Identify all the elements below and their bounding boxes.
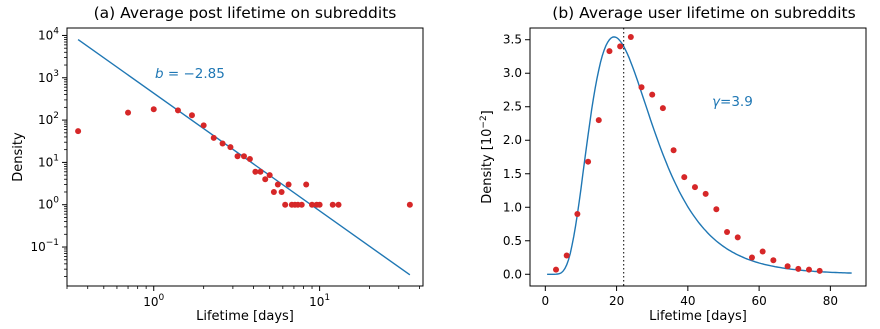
panel-b-point — [816, 267, 823, 274]
panel-b-point — [795, 265, 802, 272]
panel-a-point — [246, 156, 253, 163]
panel-b-point — [734, 234, 741, 241]
panel-b-xtick-label: 80 — [823, 294, 838, 308]
panel-b-point — [638, 84, 645, 91]
panel-b-point — [805, 266, 812, 273]
panel-a-point — [257, 168, 264, 175]
panel-a-point — [174, 107, 181, 114]
panel-b-ytick-label: 2.0 — [503, 133, 522, 147]
panel-a-point — [227, 144, 234, 151]
panel-b-ytick-label: 0.5 — [503, 234, 522, 248]
panel-a-ytick-label: 102 — [38, 111, 59, 127]
panel-a-point — [210, 134, 217, 141]
panel-a-point — [219, 140, 226, 147]
panel-a: (a) Average post lifetime on subreddits … — [11, 4, 424, 324]
panel-b-point — [713, 206, 720, 213]
panel-a-point — [252, 168, 259, 175]
panel-b-ytick-label: 1.0 — [503, 200, 522, 214]
panel-a-annotation-value: −2.85 — [183, 66, 224, 82]
panel-a-annotation: b = −2.85 — [155, 66, 225, 82]
panel-a-point — [240, 153, 247, 160]
panel-a-point — [125, 109, 132, 116]
panel-a-xlabel: Lifetime [days] — [196, 309, 294, 324]
panel-b-xtick-label: 0 — [542, 294, 550, 308]
panel-b-annotation: γ=3.9 — [712, 94, 753, 110]
panel-a-ytick-label: 101 — [38, 153, 59, 169]
panel-a-point — [262, 176, 269, 183]
panel-a-frame — [66, 27, 424, 287]
panel-b-point — [759, 248, 766, 255]
panel-b-ytick-label: 0.0 — [503, 267, 522, 281]
panel-b-ylabel-text: Density [10 — [480, 129, 495, 204]
panel-a-ytick-label: 100 — [38, 196, 59, 212]
panel-b-ticks: 0 20 40 60 80 0.0 0.5 1.0 1.5 2.0 2.5 3.0 3.5 — [503, 33, 838, 308]
panel-b-xtick-label: 60 — [751, 294, 766, 308]
panel-a-point — [335, 201, 342, 208]
panel-b-ytick-label: 1.5 — [503, 167, 522, 181]
panel-b-plot-area — [547, 28, 852, 286]
panel-a-ytick-label: 103 — [38, 69, 59, 85]
panel-b-title: (b) Average user lifetime on subreddits — [552, 4, 855, 22]
panel-a-point — [75, 128, 82, 135]
panel-a-point — [316, 201, 323, 208]
panel-b-point — [691, 184, 698, 191]
panel-a-point — [278, 188, 285, 195]
panel-b: (b) Average user lifetime on subreddits … — [479, 4, 867, 324]
panel-a-point — [285, 181, 292, 188]
panel-b-point — [770, 257, 777, 264]
panel-b-point — [595, 117, 602, 124]
panel-a-point — [282, 201, 289, 208]
panel-a-point — [298, 201, 305, 208]
panel-b-xtick-label: 20 — [609, 294, 624, 308]
panel-a-point — [274, 181, 281, 188]
panel-a-point — [150, 106, 157, 113]
panel-b-xtick-label: 40 — [680, 294, 695, 308]
panel-b-ytick-label: 2.5 — [503, 100, 522, 114]
panel-a-xtick-label: 100 — [143, 293, 164, 309]
panel-b-point — [702, 190, 709, 197]
panel-a-ylabel: Density — [11, 132, 26, 182]
panel-a-point — [266, 172, 273, 179]
panel-b-ylabel-bracket: ] — [480, 110, 495, 115]
panel-a-point — [303, 181, 310, 188]
panel-b-ylabel: Density [10−2] — [479, 110, 495, 204]
panel-b-ytick-label: 3.0 — [503, 66, 522, 80]
panel-a-plot-area — [75, 38, 413, 276]
panel-b-point — [681, 174, 688, 181]
panel-a-annotation-prefix: b = — [155, 66, 183, 82]
panel-b-point — [748, 254, 755, 261]
panel-b-point — [659, 105, 666, 112]
panel-b-ylabel-exponent: −2 — [479, 115, 489, 128]
panel-b-annotation-value: 3.9 — [731, 94, 752, 110]
panel-a-point — [188, 112, 195, 119]
panel-b-frame — [529, 27, 867, 287]
panel-a-point — [234, 153, 241, 160]
panel-b-fit-curve — [547, 36, 852, 275]
panel-a-title: (a) Average post lifetime on subreddits — [94, 4, 397, 22]
panel-a-point — [200, 122, 207, 129]
panel-a-point — [329, 201, 336, 208]
panel-a-point — [406, 201, 413, 208]
panel-b-annotation-prefix: γ= — [712, 94, 731, 110]
panel-b-point — [649, 91, 656, 98]
panel-a-ytick-label: 104 — [38, 26, 59, 42]
panel-a-xtick-label: 101 — [309, 293, 330, 309]
panel-b-point — [724, 229, 731, 236]
panel-b-point — [606, 48, 613, 55]
panel-b-xlabel: Lifetime [days] — [649, 309, 747, 324]
panel-b-point — [553, 266, 560, 273]
panel-a-point — [309, 201, 316, 208]
panel-b-point — [627, 34, 634, 41]
panel-a-ytick-label: 10−1 — [30, 238, 59, 254]
panel-b-point — [617, 43, 624, 50]
panel-a-point — [270, 188, 277, 195]
panel-b-point — [585, 158, 592, 165]
panel-a-ticks: 100 101 10−1 100 101 102 103 104 — [30, 26, 420, 309]
panel-b-point — [784, 263, 791, 270]
panel-b-point — [563, 252, 570, 259]
panel-b-point — [574, 210, 581, 217]
panel-b-point — [670, 147, 677, 154]
panel-b-ytick-label: 3.5 — [503, 33, 522, 47]
